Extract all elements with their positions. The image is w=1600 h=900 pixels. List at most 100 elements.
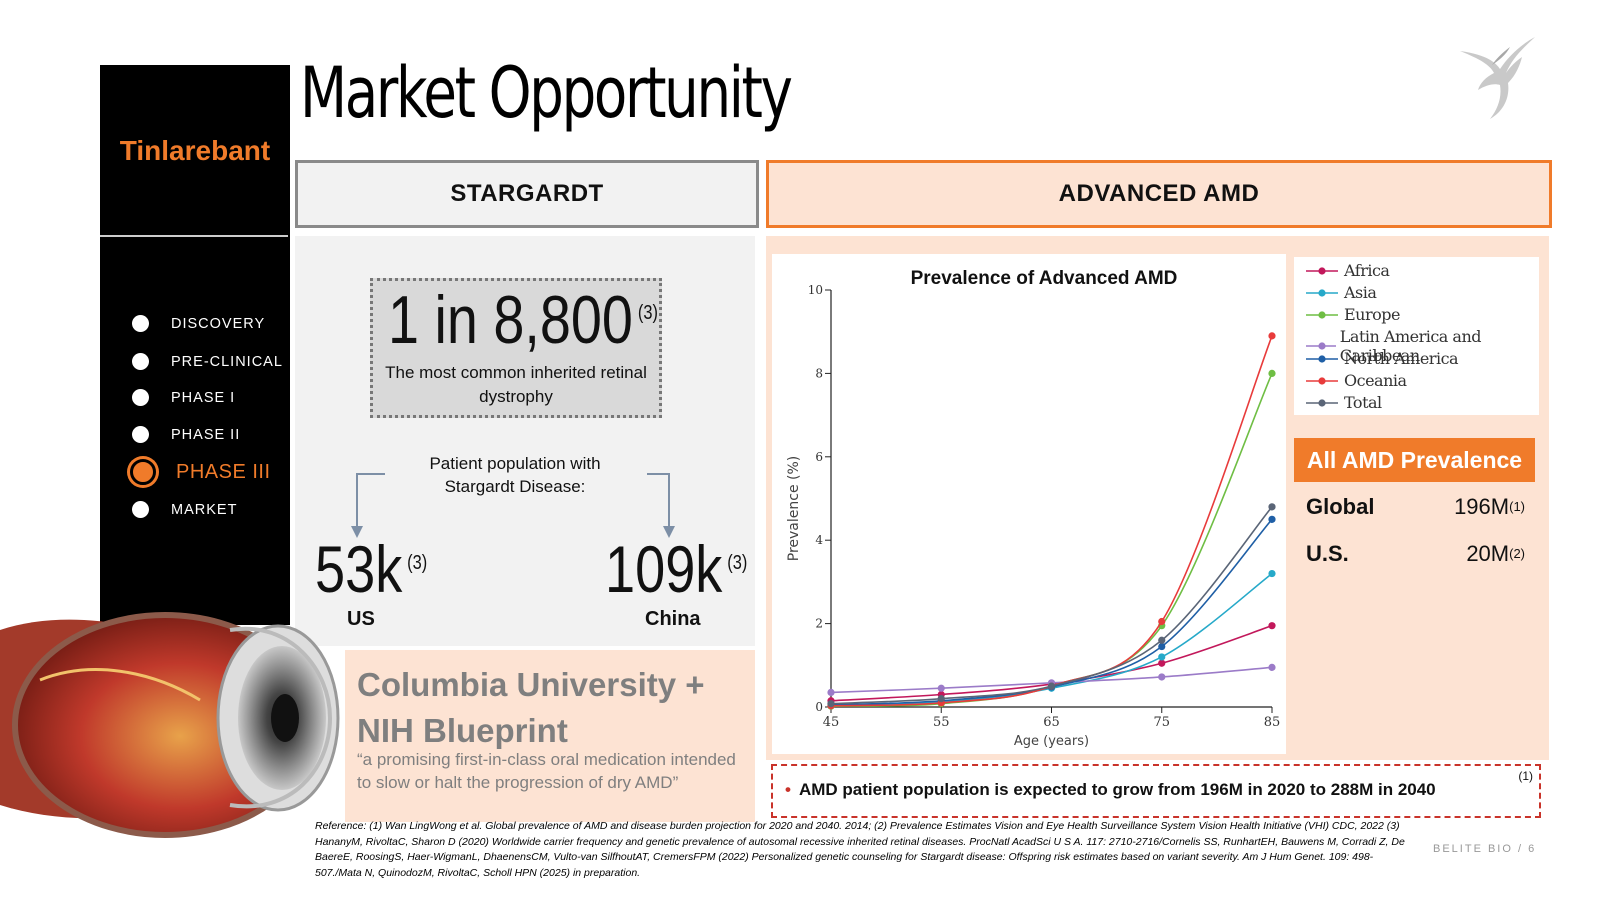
- nav-item-phase-2[interactable]: PHASE II: [132, 426, 240, 443]
- legend-label: Total: [1344, 393, 1382, 412]
- nav-item-label: MARKET: [171, 501, 238, 518]
- data-point: [1047, 682, 1056, 690]
- nav-item-phase-1[interactable]: PHASE I: [132, 389, 235, 406]
- legend-label: Oceania: [1344, 371, 1407, 390]
- us-label: US: [347, 608, 375, 630]
- china-population-value: 109k: [605, 532, 723, 606]
- data-point: [1268, 369, 1276, 377]
- eye-anatomy-image: [0, 612, 340, 838]
- legend-label: Europe: [1344, 305, 1400, 324]
- y-tick-label: 4: [815, 533, 823, 547]
- legend-item: Asia: [1304, 283, 1377, 302]
- reference-text: Reference: (1) Wan LingWong et al. Globa…: [315, 820, 1405, 879]
- row-label: Global: [1294, 484, 1412, 529]
- us-population-ref: (3): [407, 552, 428, 574]
- nav-dot-icon: [132, 315, 149, 332]
- data-point: [1268, 569, 1276, 578]
- row-value: 20M (2): [1414, 531, 1535, 576]
- legend-marker-icon: [1306, 354, 1338, 363]
- nav-item-market[interactable]: MARKET: [132, 501, 237, 518]
- growth-note: • AMD patient population is expected to g…: [785, 780, 1436, 800]
- nav-item-label: PHASE I: [171, 389, 236, 406]
- prevalence-stat: 1 in 8,800 (3): [388, 281, 658, 359]
- series-line: [830, 335, 1273, 707]
- prevalence-value: 1 in 8,800: [388, 282, 633, 358]
- amd-prevalence-table: All AMD Prevalence Global 196M (1) U.S. 2…: [1294, 438, 1535, 576]
- brand-name: Tinlarebant: [119, 135, 271, 166]
- amd-table-header: All AMD Prevalence: [1294, 438, 1535, 482]
- legend-marker-icon: [1306, 310, 1338, 319]
- legend-item: Africa: [1304, 261, 1390, 280]
- footer-page-label: BELITE BIO / 6: [1433, 843, 1537, 855]
- data-point: [1158, 673, 1166, 681]
- data-point: [1268, 663, 1276, 671]
- data-point: [1268, 332, 1276, 340]
- data-point: [1158, 642, 1166, 651]
- company-logo-icon: [1460, 37, 1535, 119]
- legend-item: Oceania: [1304, 371, 1407, 390]
- prevalence-description: The most common inherited retinal dystro…: [385, 363, 647, 406]
- bullet-icon: •: [785, 780, 791, 799]
- nav-item-discovery[interactable]: DISCOVERY: [132, 315, 265, 332]
- legend-item: North America: [1304, 349, 1459, 368]
- stargardt-header: STARGARDT: [295, 160, 759, 228]
- table-row: Global 196M (1): [1294, 484, 1535, 529]
- nav-item-label: DISCOVERY: [171, 315, 266, 332]
- legend-item: Total: [1304, 393, 1382, 412]
- legend-label: Africa: [1344, 261, 1390, 280]
- legend-label: Asia: [1344, 283, 1377, 302]
- x-tick-label: 85: [1264, 715, 1281, 730]
- nav-item-label: PHASE II: [171, 426, 241, 443]
- columbia-title: Columbia University + NIH Blueprint: [357, 666, 705, 749]
- nav-item-label: PRE-CLINICAL: [171, 353, 283, 370]
- row-value-text: 20M: [1466, 540, 1510, 566]
- row-value-text: 196M: [1454, 493, 1510, 519]
- data-point: [1268, 622, 1276, 630]
- stargardt-panel: 1 in 8,800 (3) The most common inherited …: [295, 236, 755, 646]
- columbia-quote: “a promising first-in-class oral medicat…: [357, 750, 736, 792]
- chart-title: Prevalence of Advanced AMD: [911, 268, 1178, 289]
- arrow-down-left-icon: [351, 473, 385, 538]
- legend-label: Latin America and Caribbean: [1339, 327, 1482, 365]
- prevalence-chart-svg: Prevalence of Advanced AMD 0 2 4 6 8 10 45 55 65 7…: [786, 268, 1281, 749]
- sidebar: Tinlarebant DISCOVERY PRE-CLINICAL PHASE…: [100, 65, 290, 625]
- row-value-ref: (2): [1509, 546, 1525, 561]
- prevalence-ref: (3): [637, 302, 658, 325]
- nav-item-pre-clinical[interactable]: PRE-CLINICAL: [132, 353, 283, 370]
- legend-label: North America: [1344, 349, 1459, 368]
- row-value: 196M (1): [1414, 484, 1535, 529]
- data-point: [1158, 653, 1166, 661]
- x-axis-label: Age (years): [1014, 734, 1089, 749]
- series-line: [830, 506, 1273, 705]
- x-tick-label: 45: [823, 715, 840, 730]
- data-point: [1268, 503, 1276, 511]
- legend-marker-icon: [1306, 342, 1336, 350]
- china-population-stat: 109k (3): [605, 531, 747, 607]
- nav-dot-icon: [132, 501, 149, 518]
- legend-marker-icon: [1306, 376, 1338, 385]
- nav-item-label: PHASE III: [176, 460, 271, 483]
- nav-item-phase-3[interactable]: PHASE III: [130, 459, 271, 485]
- x-tick-label: 55: [933, 715, 950, 730]
- china-label: China: [645, 608, 701, 630]
- population-label: Patient population with Stargardt Diseas…: [429, 454, 601, 496]
- legend-marker-icon: [1306, 288, 1338, 297]
- sidebar-divider: [100, 235, 288, 237]
- nav-dot-active-icon: [130, 459, 156, 485]
- y-tick-label: 8: [815, 366, 823, 380]
- chart-legend: Africa Asia Europe Latin America and Caribb…: [1294, 257, 1539, 415]
- data-point: [1158, 617, 1166, 626]
- nav-dot-icon: [132, 426, 149, 443]
- columbia-nih-box: Columbia University + NIH Blueprint “a p…: [345, 650, 755, 822]
- advanced-amd-header: ADVANCED AMD: [766, 160, 1552, 228]
- data-point: [1158, 659, 1166, 667]
- x-tick-label: 75: [1153, 715, 1170, 730]
- data-point: [827, 688, 835, 697]
- legend-item: Europe: [1304, 305, 1400, 324]
- data-point: [827, 700, 835, 708]
- row-value-ref: (1): [1509, 499, 1525, 514]
- page-title: Market Opportunity: [300, 52, 793, 134]
- nav-dot-icon: [132, 389, 149, 406]
- y-tick-label: 10: [808, 283, 823, 297]
- x-tick-label: 65: [1043, 715, 1060, 730]
